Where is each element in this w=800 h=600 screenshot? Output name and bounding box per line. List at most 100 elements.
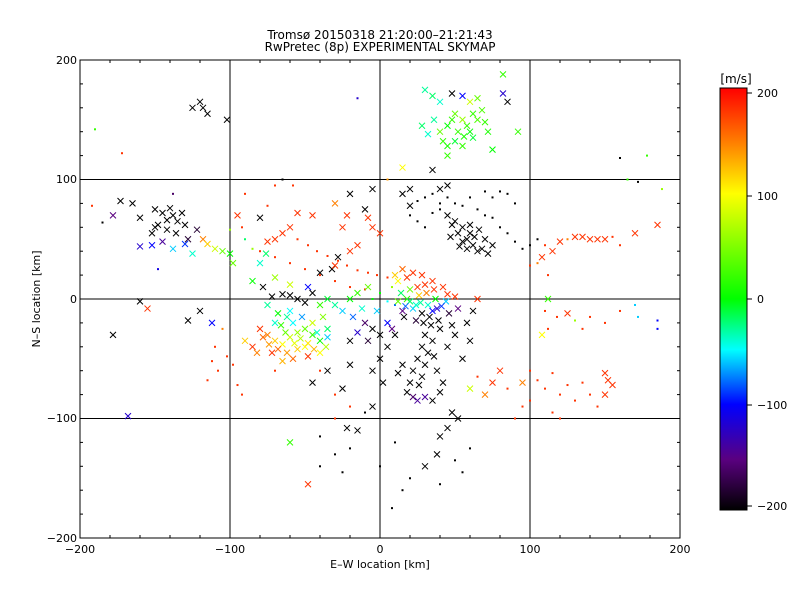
data-point-dot: [476, 375, 479, 378]
data-point-x: [279, 229, 286, 237]
data-point-x: [369, 223, 376, 231]
data-point-x: [324, 295, 331, 303]
data-point-x: [319, 313, 327, 321]
y-tick-label: −100: [47, 412, 77, 425]
data-point-dot: [349, 405, 351, 408]
data-point-x: [418, 343, 426, 351]
data-point-x: [421, 281, 429, 289]
data-point-x: [406, 286, 414, 293]
data-point-x: [309, 379, 316, 387]
data-point-x: [316, 269, 324, 277]
data-point-x: [354, 289, 361, 297]
y-tick-label: −200: [47, 532, 77, 545]
data-point-dot: [637, 180, 639, 183]
data-point-x: [424, 130, 432, 138]
data-point-x: [343, 211, 351, 219]
data-point-dot: [574, 319, 576, 322]
data-point-dot: [461, 204, 464, 207]
colorbar-ticks: [747, 92, 752, 507]
data-point-dot: [304, 268, 306, 271]
data-point-x: [211, 245, 219, 253]
data-point-x: [469, 307, 477, 315]
data-point-x: [444, 211, 451, 219]
data-point-x: [448, 321, 456, 329]
data-point-x: [310, 345, 318, 353]
data-point-x: [466, 229, 474, 237]
data-point-x: [421, 361, 429, 369]
data-point-x: [556, 238, 564, 245]
data-point-dot: [446, 196, 449, 199]
data-point-x: [456, 243, 463, 250]
data-point-x: [144, 305, 151, 312]
data-point-dot: [274, 369, 276, 372]
data-point-dot: [386, 276, 389, 279]
data-point-x: [414, 355, 421, 363]
data-point-dot: [326, 254, 329, 257]
data-point-x: [294, 209, 301, 217]
data-point-dot: [529, 399, 531, 402]
x-axis-label: E–W location [km]: [330, 558, 430, 571]
data-point-x: [271, 337, 279, 345]
data-point-x: [279, 290, 286, 298]
data-point-x: [399, 265, 406, 273]
data-point-dot: [214, 345, 216, 348]
data-point-x: [265, 341, 273, 348]
data-point-x: [166, 204, 174, 212]
data-point-x: [403, 388, 411, 396]
data-point-dot: [439, 208, 441, 211]
data-point-x: [223, 116, 231, 124]
data-point-dot: [637, 315, 639, 318]
data-point-dot: [416, 220, 419, 223]
data-point-dot: [296, 238, 299, 241]
data-point-x: [460, 133, 468, 140]
data-point-x: [504, 98, 511, 106]
colorbar-tick-label: −200: [757, 500, 787, 513]
data-point-x: [424, 301, 432, 309]
data-point-x: [294, 329, 301, 336]
data-point-dot: [499, 226, 501, 229]
data-point-x: [148, 229, 156, 237]
data-point-x: [136, 298, 144, 305]
data-point-x: [447, 233, 454, 241]
data-point-dot: [506, 387, 509, 390]
data-point-x: [241, 337, 249, 345]
data-point-dot: [394, 441, 396, 444]
data-point-dot: [491, 216, 494, 219]
data-point-x: [631, 229, 639, 237]
data-point-x: [174, 217, 181, 225]
data-point-dot: [274, 256, 276, 259]
y-tick-label: 200: [56, 54, 77, 67]
data-point-x: [204, 240, 211, 248]
data-point-x: [519, 379, 526, 387]
data-point-x: [415, 381, 423, 389]
data-point-x: [324, 367, 331, 375]
data-point-dot: [376, 274, 378, 277]
data-point-x: [268, 349, 276, 357]
data-point-dot: [431, 192, 434, 195]
data-point-x: [286, 307, 294, 315]
data-point-dot: [536, 379, 539, 382]
data-point-dot: [241, 393, 243, 396]
data-point-x: [354, 329, 361, 336]
data-point-dot: [529, 369, 531, 372]
data-point-x: [433, 305, 441, 312]
data-point-dot: [547, 274, 549, 277]
data-point-x: [436, 185, 444, 193]
data-point-x: [204, 110, 211, 118]
data-point-dot: [334, 453, 336, 456]
data-point-x: [429, 397, 436, 404]
data-point-dot: [346, 264, 348, 267]
data-point-x: [181, 240, 189, 248]
data-point-x: [324, 325, 331, 333]
data-point-dot: [206, 379, 209, 382]
data-point-x: [304, 339, 312, 347]
data-point-x: [399, 361, 406, 369]
data-point-x: [418, 309, 426, 317]
data-point-x: [427, 321, 435, 329]
data-point-x: [478, 106, 486, 114]
data-point-x: [346, 361, 354, 369]
data-point-x: [316, 301, 324, 309]
data-point-x: [262, 250, 270, 257]
data-point-dot: [401, 489, 404, 492]
